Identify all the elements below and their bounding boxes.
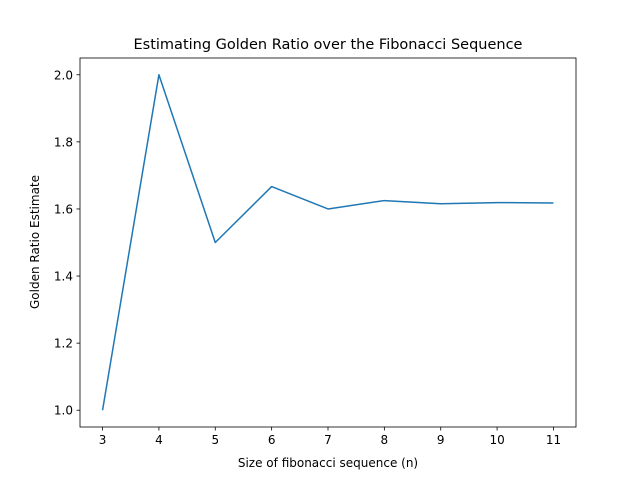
y-tick-label-0: 1.0 — [54, 404, 73, 418]
y-tick-label-5: 2.0 — [54, 68, 73, 82]
chart-title: Estimating Golden Ratio over the Fibonac… — [134, 37, 523, 53]
x-tick-label-10: 10 — [489, 433, 504, 447]
y-tick-label-1: 1.2 — [54, 337, 73, 351]
x-axis-label: Size of fibonacci sequence (n) — [238, 456, 418, 470]
x-tick-label-9: 9 — [437, 433, 445, 447]
x-tick-label-3: 3 — [99, 433, 107, 447]
y-tick-label-3: 1.6 — [54, 202, 73, 216]
x-tick-label-4: 4 — [155, 433, 163, 447]
x-tick-label-8: 8 — [381, 433, 389, 447]
x-tick-label-5: 5 — [211, 433, 219, 447]
plot-area: 3 4 5 6 7 8 9 10 11 1.0 1.2 1.4 1.6 1.8 2.0 — [54, 57, 577, 447]
y-tick-label-4: 1.8 — [54, 135, 73, 149]
x-tick-label-7: 7 — [324, 433, 332, 447]
x-tick-label-11: 11 — [546, 433, 561, 447]
series-line-0 — [101, 74, 554, 411]
x-tick-label-6: 6 — [268, 433, 276, 447]
y-axis-label: Golden Ratio Estimate — [28, 175, 42, 309]
plot-frame — [79, 57, 577, 428]
y-tick-label-2: 1.4 — [54, 270, 73, 284]
